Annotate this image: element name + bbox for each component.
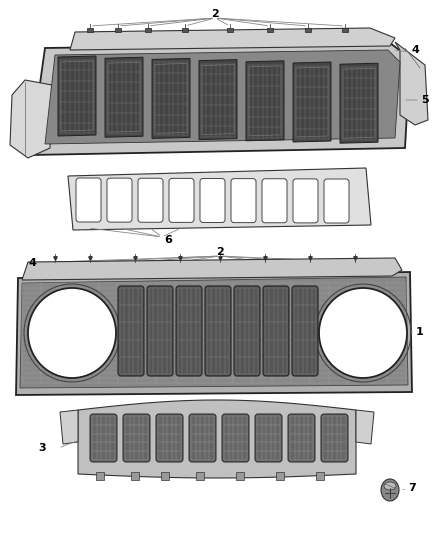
FancyBboxPatch shape (156, 414, 183, 462)
Bar (115, 28, 121, 32)
Text: 2: 2 (211, 9, 219, 19)
FancyBboxPatch shape (169, 179, 194, 222)
Bar (131, 472, 139, 480)
Text: 3: 3 (38, 443, 46, 453)
FancyBboxPatch shape (292, 286, 318, 376)
Polygon shape (293, 62, 331, 142)
FancyBboxPatch shape (205, 286, 231, 376)
FancyBboxPatch shape (138, 178, 163, 222)
Bar (276, 472, 284, 480)
Polygon shape (22, 258, 402, 280)
FancyBboxPatch shape (176, 286, 202, 376)
Polygon shape (20, 277, 408, 388)
Polygon shape (356, 410, 374, 444)
FancyBboxPatch shape (118, 286, 144, 376)
FancyBboxPatch shape (321, 414, 348, 462)
Text: 6: 6 (164, 235, 172, 245)
FancyBboxPatch shape (76, 178, 101, 222)
Bar (96, 472, 104, 480)
Bar (196, 472, 204, 480)
Polygon shape (60, 410, 78, 444)
Text: 5: 5 (421, 95, 429, 105)
Polygon shape (58, 56, 96, 136)
Bar (227, 28, 233, 32)
Bar (161, 472, 169, 480)
FancyBboxPatch shape (200, 179, 225, 222)
Ellipse shape (28, 288, 116, 378)
FancyBboxPatch shape (189, 414, 216, 462)
Polygon shape (16, 272, 412, 395)
Polygon shape (395, 42, 428, 125)
FancyBboxPatch shape (293, 179, 318, 223)
FancyBboxPatch shape (231, 179, 256, 223)
FancyBboxPatch shape (324, 179, 349, 223)
FancyBboxPatch shape (288, 414, 315, 462)
Bar (236, 472, 244, 480)
FancyBboxPatch shape (234, 286, 260, 376)
FancyBboxPatch shape (123, 414, 150, 462)
Polygon shape (246, 61, 284, 141)
Text: 1: 1 (416, 327, 424, 337)
Polygon shape (152, 59, 190, 139)
FancyBboxPatch shape (263, 286, 289, 376)
Bar (145, 28, 151, 32)
Bar (305, 28, 311, 32)
FancyBboxPatch shape (255, 414, 282, 462)
Bar (267, 28, 273, 32)
Text: 4: 4 (411, 45, 419, 55)
Text: 4: 4 (28, 258, 36, 268)
FancyBboxPatch shape (147, 286, 173, 376)
FancyBboxPatch shape (262, 179, 287, 223)
Polygon shape (68, 168, 371, 230)
Polygon shape (30, 43, 410, 155)
Bar (87, 28, 93, 32)
Polygon shape (199, 60, 237, 140)
FancyBboxPatch shape (222, 414, 249, 462)
Text: 7: 7 (408, 483, 416, 493)
Polygon shape (45, 50, 400, 144)
Bar (316, 472, 324, 480)
Ellipse shape (384, 482, 396, 490)
Bar (342, 28, 348, 32)
Text: 2: 2 (216, 247, 224, 257)
Ellipse shape (319, 288, 407, 378)
Polygon shape (105, 57, 143, 137)
Bar (182, 28, 188, 32)
Ellipse shape (381, 479, 399, 501)
FancyBboxPatch shape (90, 414, 117, 462)
Polygon shape (340, 63, 378, 143)
FancyBboxPatch shape (107, 178, 132, 222)
Polygon shape (78, 400, 356, 478)
Polygon shape (70, 28, 395, 50)
Polygon shape (10, 80, 52, 158)
